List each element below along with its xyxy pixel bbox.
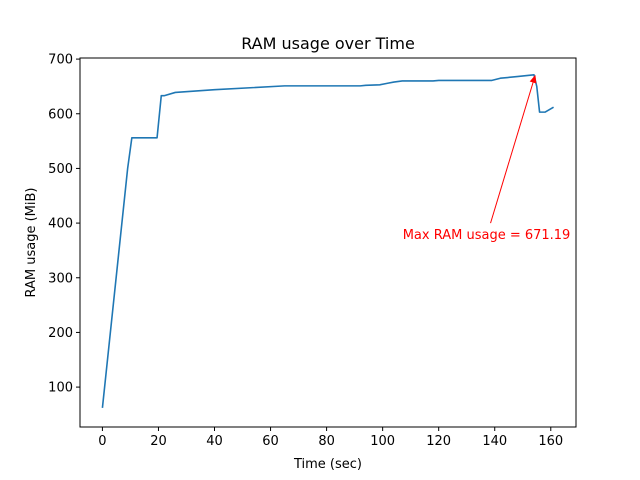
y-tick-label: 300 xyxy=(48,271,73,286)
axes-frame xyxy=(79,57,577,428)
x-tick-label: 140 xyxy=(482,434,507,449)
y-tick-label: 500 xyxy=(48,162,73,177)
y-tick-label: 200 xyxy=(48,326,73,341)
x-tick-label: 60 xyxy=(262,434,279,449)
annotation-layer: Max RAM usage = 671.19 xyxy=(403,74,571,243)
y-axis-ticks: 100 200 300 400 500 600 700 xyxy=(48,53,80,396)
y-tick-label: 600 xyxy=(48,107,73,122)
y-tick-label: 100 xyxy=(48,381,73,396)
x-tick-label: 0 xyxy=(98,434,106,449)
x-tick-label: 80 xyxy=(318,434,335,449)
chart-title: RAM usage over Time xyxy=(241,34,415,53)
annotation-arrow-line xyxy=(490,82,534,224)
ram-usage-line xyxy=(101,74,554,408)
x-axis-ticks: 0 20 40 60 80 100 120 140 160 xyxy=(98,427,563,449)
y-tick-label: 400 xyxy=(48,217,73,232)
x-tick-label: 100 xyxy=(370,434,395,449)
x-tick-label: 120 xyxy=(426,434,451,449)
x-tick-label: 160 xyxy=(538,434,563,449)
series-layer xyxy=(101,74,554,408)
x-axis-label: Time (sec) xyxy=(293,457,362,472)
x-tick-label: 40 xyxy=(206,434,223,449)
x-tick-label: 20 xyxy=(150,434,167,449)
annotation-arrow-head xyxy=(529,74,537,84)
y-axis-label: RAM usage (MiB) xyxy=(24,188,39,298)
y-tick-label: 700 xyxy=(48,53,73,68)
annotation-label: Max RAM usage = 671.19 xyxy=(403,228,571,243)
